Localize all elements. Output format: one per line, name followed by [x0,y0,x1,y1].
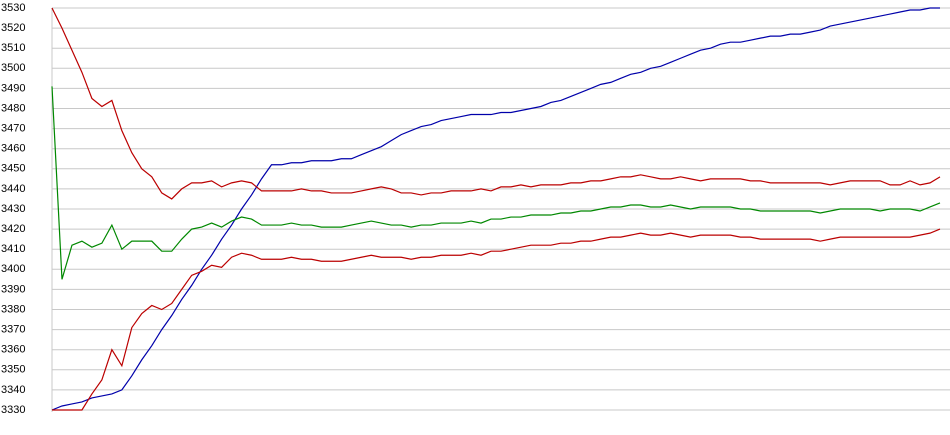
y-tick-label: 3380 [1,303,25,315]
y-tick-label: 3410 [1,243,25,255]
y-tick-label: 3510 [1,42,25,54]
y-tick-label: 3460 [1,143,25,155]
y-tick-label: 3530 [1,2,25,14]
y-tick-label: 3340 [1,384,25,396]
y-tick-label: 3470 [1,123,25,135]
y-tick-label: 3330 [1,404,25,416]
line-series [51,86,941,280]
y-tick-label: 3360 [1,344,25,356]
y-tick-label: 3400 [1,263,25,275]
y-tick-label: 3480 [1,102,25,114]
y-tick-label: 3440 [1,183,25,195]
y-tick-label: 3370 [1,324,25,336]
y-tick-label: 3390 [1,283,25,295]
y-tick-label: 3350 [1,364,25,376]
y-tick-label: 3420 [1,223,25,235]
y-tick-label: 3450 [1,163,25,175]
line-series [51,7,941,200]
y-tick-label: 3430 [1,203,25,215]
y-tick-label: 3520 [1,22,25,34]
y-tick-label: 3490 [1,82,25,94]
y-tick-label: 3500 [1,62,25,74]
line-series [52,228,941,411]
